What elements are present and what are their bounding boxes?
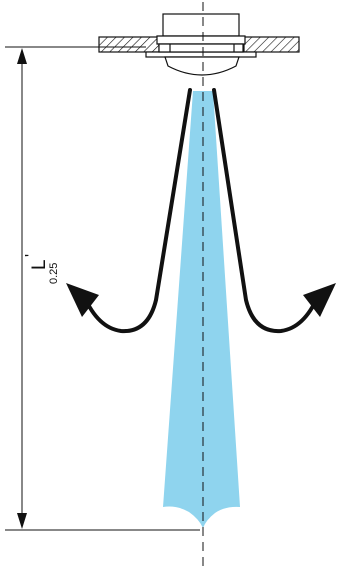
dimension-arrow-bottom-icon bbox=[17, 513, 27, 529]
induced-flow-left bbox=[66, 88, 192, 334]
throw-dimension bbox=[5, 46, 200, 531]
ceiling-slab-left bbox=[98, 36, 160, 53]
dimension-symbol: L bbox=[29, 259, 50, 270]
arrow-head-right-icon bbox=[303, 283, 336, 317]
air-jet bbox=[163, 91, 240, 528]
induced-flow-right bbox=[212, 88, 336, 334]
dimension-arrow-top-icon bbox=[17, 48, 27, 64]
dimension-subscript: 0.25 bbox=[48, 263, 60, 284]
arrow-head-left-icon bbox=[66, 283, 99, 317]
ceiling-slab-right bbox=[243, 36, 300, 53]
dimension-prime: ' bbox=[23, 254, 40, 257]
dimension-label: L ' 0.25 bbox=[23, 254, 60, 284]
nozzle bbox=[145, 13, 257, 76]
